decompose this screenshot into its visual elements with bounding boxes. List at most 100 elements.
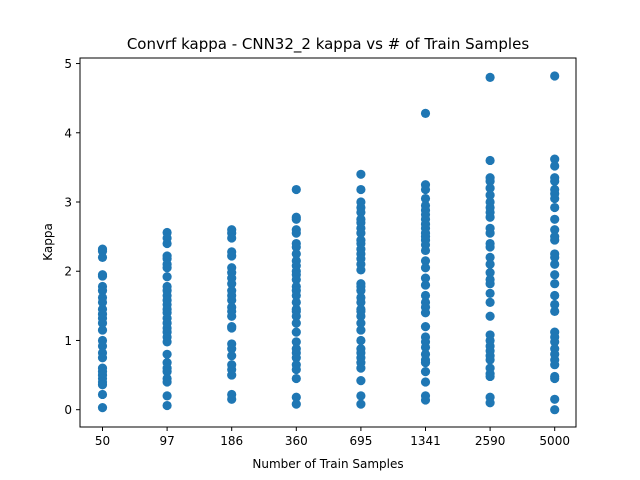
data-point [291, 311, 301, 321]
data-point [485, 268, 495, 278]
data-point [420, 273, 431, 283]
data-point [356, 286, 366, 296]
axes-frame [79, 57, 577, 428]
data-point [227, 394, 237, 404]
data-point [291, 337, 301, 347]
data-point [227, 323, 237, 333]
data-point [550, 290, 560, 301]
data-point [97, 403, 108, 413]
data-point [227, 279, 237, 289]
data-point [97, 297, 108, 307]
y-tick-label: 0 [64, 403, 72, 417]
data-point [227, 344, 237, 354]
data-point [550, 154, 560, 164]
data-point [291, 242, 301, 252]
y-tick-label: 2 [64, 265, 72, 279]
data-point [97, 389, 108, 400]
data-point [162, 377, 172, 387]
data-point [356, 207, 366, 217]
data-point [550, 214, 560, 224]
data-point [291, 364, 301, 375]
data-point [550, 259, 560, 269]
data-point [485, 355, 495, 365]
data-point [550, 299, 560, 310]
data-point [162, 391, 172, 401]
data-point [97, 325, 108, 335]
data-point [291, 373, 301, 384]
data-point [97, 271, 108, 281]
data-point [550, 202, 560, 213]
data-point [291, 392, 301, 402]
data-point [550, 225, 560, 235]
data-point [550, 279, 560, 289]
data-point [485, 176, 495, 186]
data-point [420, 290, 431, 301]
y-tick-label: 5 [64, 57, 72, 71]
x-axis-label: Number of Train Samples [252, 457, 403, 471]
data-point [485, 371, 495, 382]
data-point [485, 183, 495, 193]
data-point [550, 270, 560, 280]
data-point [485, 228, 495, 238]
data-point [162, 263, 172, 273]
plot-area: 0 1 2 3 4 5 50 97 186 360 695 1341 2590 5000 [64, 57, 577, 448]
chart-title: Convrf kappa - CNN32_2 kappa vs # of Tra… [127, 35, 530, 54]
data-point [420, 322, 431, 332]
x-tick-label: 186 [220, 434, 243, 448]
data-point [485, 398, 495, 408]
data-point [485, 311, 495, 321]
data-point [162, 272, 172, 282]
data-point [420, 108, 431, 118]
y-tick-label: 1 [64, 334, 72, 348]
data-point [420, 377, 431, 387]
data-point [420, 245, 431, 256]
data-point [291, 290, 301, 301]
data-point [291, 327, 301, 337]
data-point [485, 279, 495, 289]
data-point [162, 337, 172, 347]
data-point [420, 193, 431, 204]
data-point [550, 360, 560, 370]
data-point [550, 394, 560, 404]
data-point [550, 373, 560, 384]
data-point [550, 252, 560, 262]
data-point [227, 295, 237, 305]
data-point [227, 370, 237, 380]
data-point [550, 176, 560, 186]
data-point [550, 405, 560, 415]
data-point [162, 400, 172, 411]
data-point [97, 318, 108, 328]
data-point [97, 380, 108, 390]
x-tick-label: 695 [349, 434, 372, 448]
x-tick-label: 5000 [539, 434, 570, 448]
data-point [291, 184, 301, 195]
data-point [550, 337, 560, 347]
data-point [485, 190, 495, 200]
data-point [485, 242, 495, 252]
data-point [291, 318, 301, 328]
data-point [485, 72, 495, 82]
data-point [420, 263, 431, 273]
data-point [550, 193, 560, 204]
data-point [356, 318, 366, 328]
data-point [291, 353, 301, 363]
data-point [550, 161, 560, 171]
x-tick-label: 360 [285, 434, 308, 448]
data-point [291, 399, 301, 409]
data-point [356, 399, 366, 409]
data-point [420, 358, 431, 368]
data-point [420, 184, 431, 195]
data-point [485, 297, 495, 307]
data-point [420, 342, 431, 352]
data-point [291, 214, 301, 224]
data-point [356, 297, 366, 307]
y-tick-label: 4 [64, 126, 72, 140]
data-point [356, 391, 366, 401]
data-point [291, 274, 301, 285]
data-point [550, 71, 560, 81]
data-point [291, 297, 301, 307]
y-axis-label: Kappa [41, 223, 55, 261]
data-point [485, 155, 495, 166]
y-tick-label: 3 [64, 196, 72, 210]
